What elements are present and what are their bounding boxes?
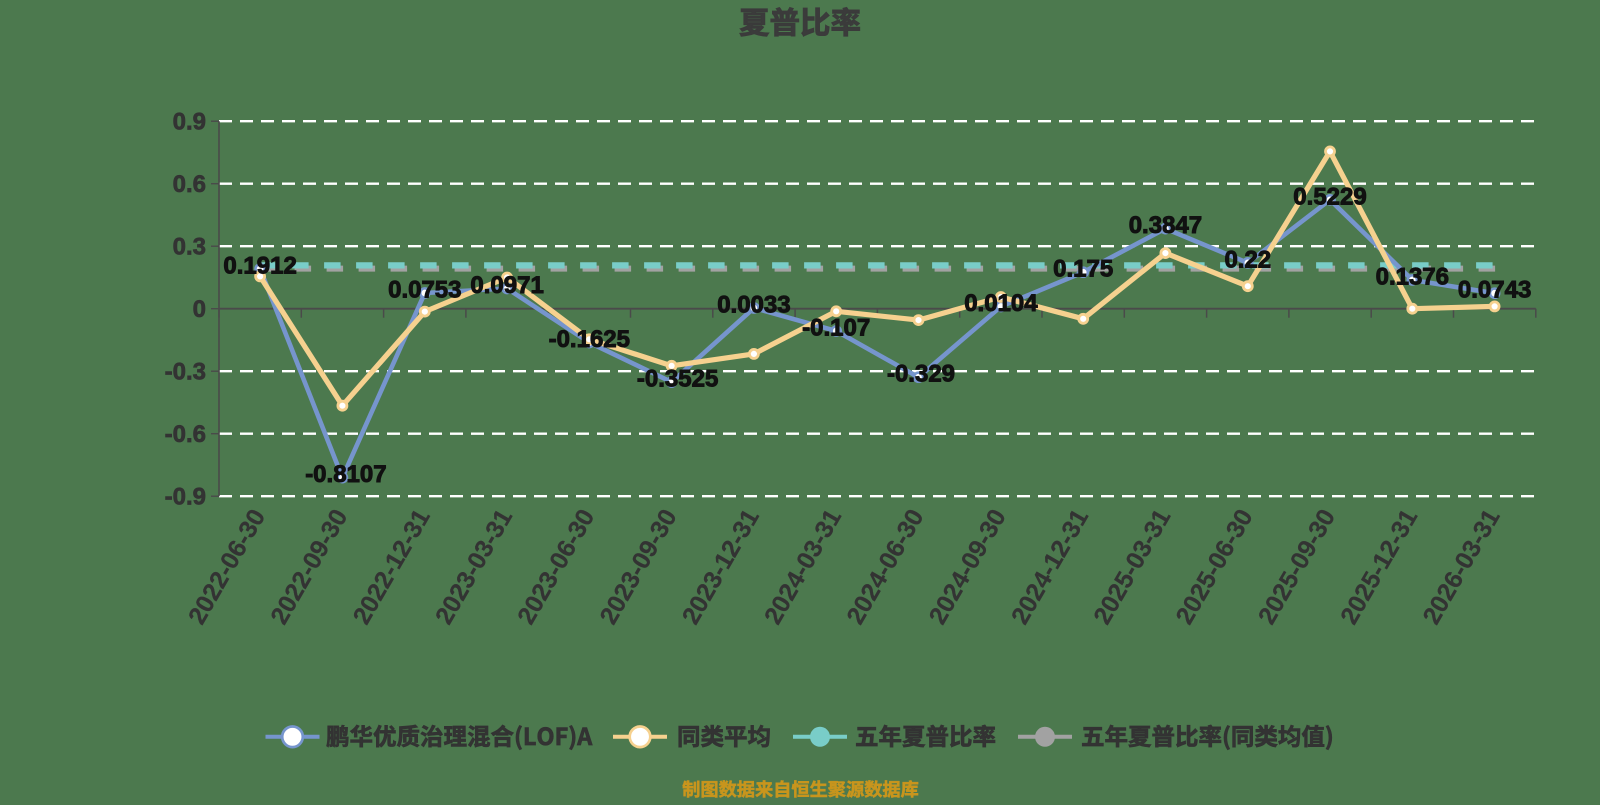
svg-text:-0.9: -0.9 <box>165 483 206 510</box>
svg-text:0.0971: 0.0971 <box>470 272 543 299</box>
svg-text:0.175: 0.175 <box>1053 256 1113 283</box>
svg-text:0.5229: 0.5229 <box>1293 183 1366 210</box>
svg-text:-0.6: -0.6 <box>165 421 206 448</box>
svg-text:0.0033: 0.0033 <box>717 292 790 319</box>
svg-text:0.3: 0.3 <box>173 233 206 260</box>
svg-text:-0.1625: -0.1625 <box>549 326 630 353</box>
svg-text:0.1376: 0.1376 <box>1376 264 1449 291</box>
svg-text:0.0104: 0.0104 <box>964 290 1038 317</box>
svg-text:0.22: 0.22 <box>1224 246 1271 273</box>
svg-text:0.0743: 0.0743 <box>1458 277 1531 304</box>
svg-text:-0.329: -0.329 <box>887 361 955 388</box>
svg-text:0: 0 <box>193 296 206 323</box>
svg-text:0.0753: 0.0753 <box>388 277 461 304</box>
svg-text:0.3847: 0.3847 <box>1129 212 1202 239</box>
svg-text:0.6: 0.6 <box>173 171 206 198</box>
svg-text:-0.8107: -0.8107 <box>305 461 386 488</box>
svg-text:-0.3: -0.3 <box>165 358 206 385</box>
svg-text:0.9: 0.9 <box>173 108 206 135</box>
svg-text:-0.3525: -0.3525 <box>637 366 718 393</box>
svg-text:-0.107: -0.107 <box>802 315 870 342</box>
svg-text:0.1912: 0.1912 <box>223 252 296 279</box>
